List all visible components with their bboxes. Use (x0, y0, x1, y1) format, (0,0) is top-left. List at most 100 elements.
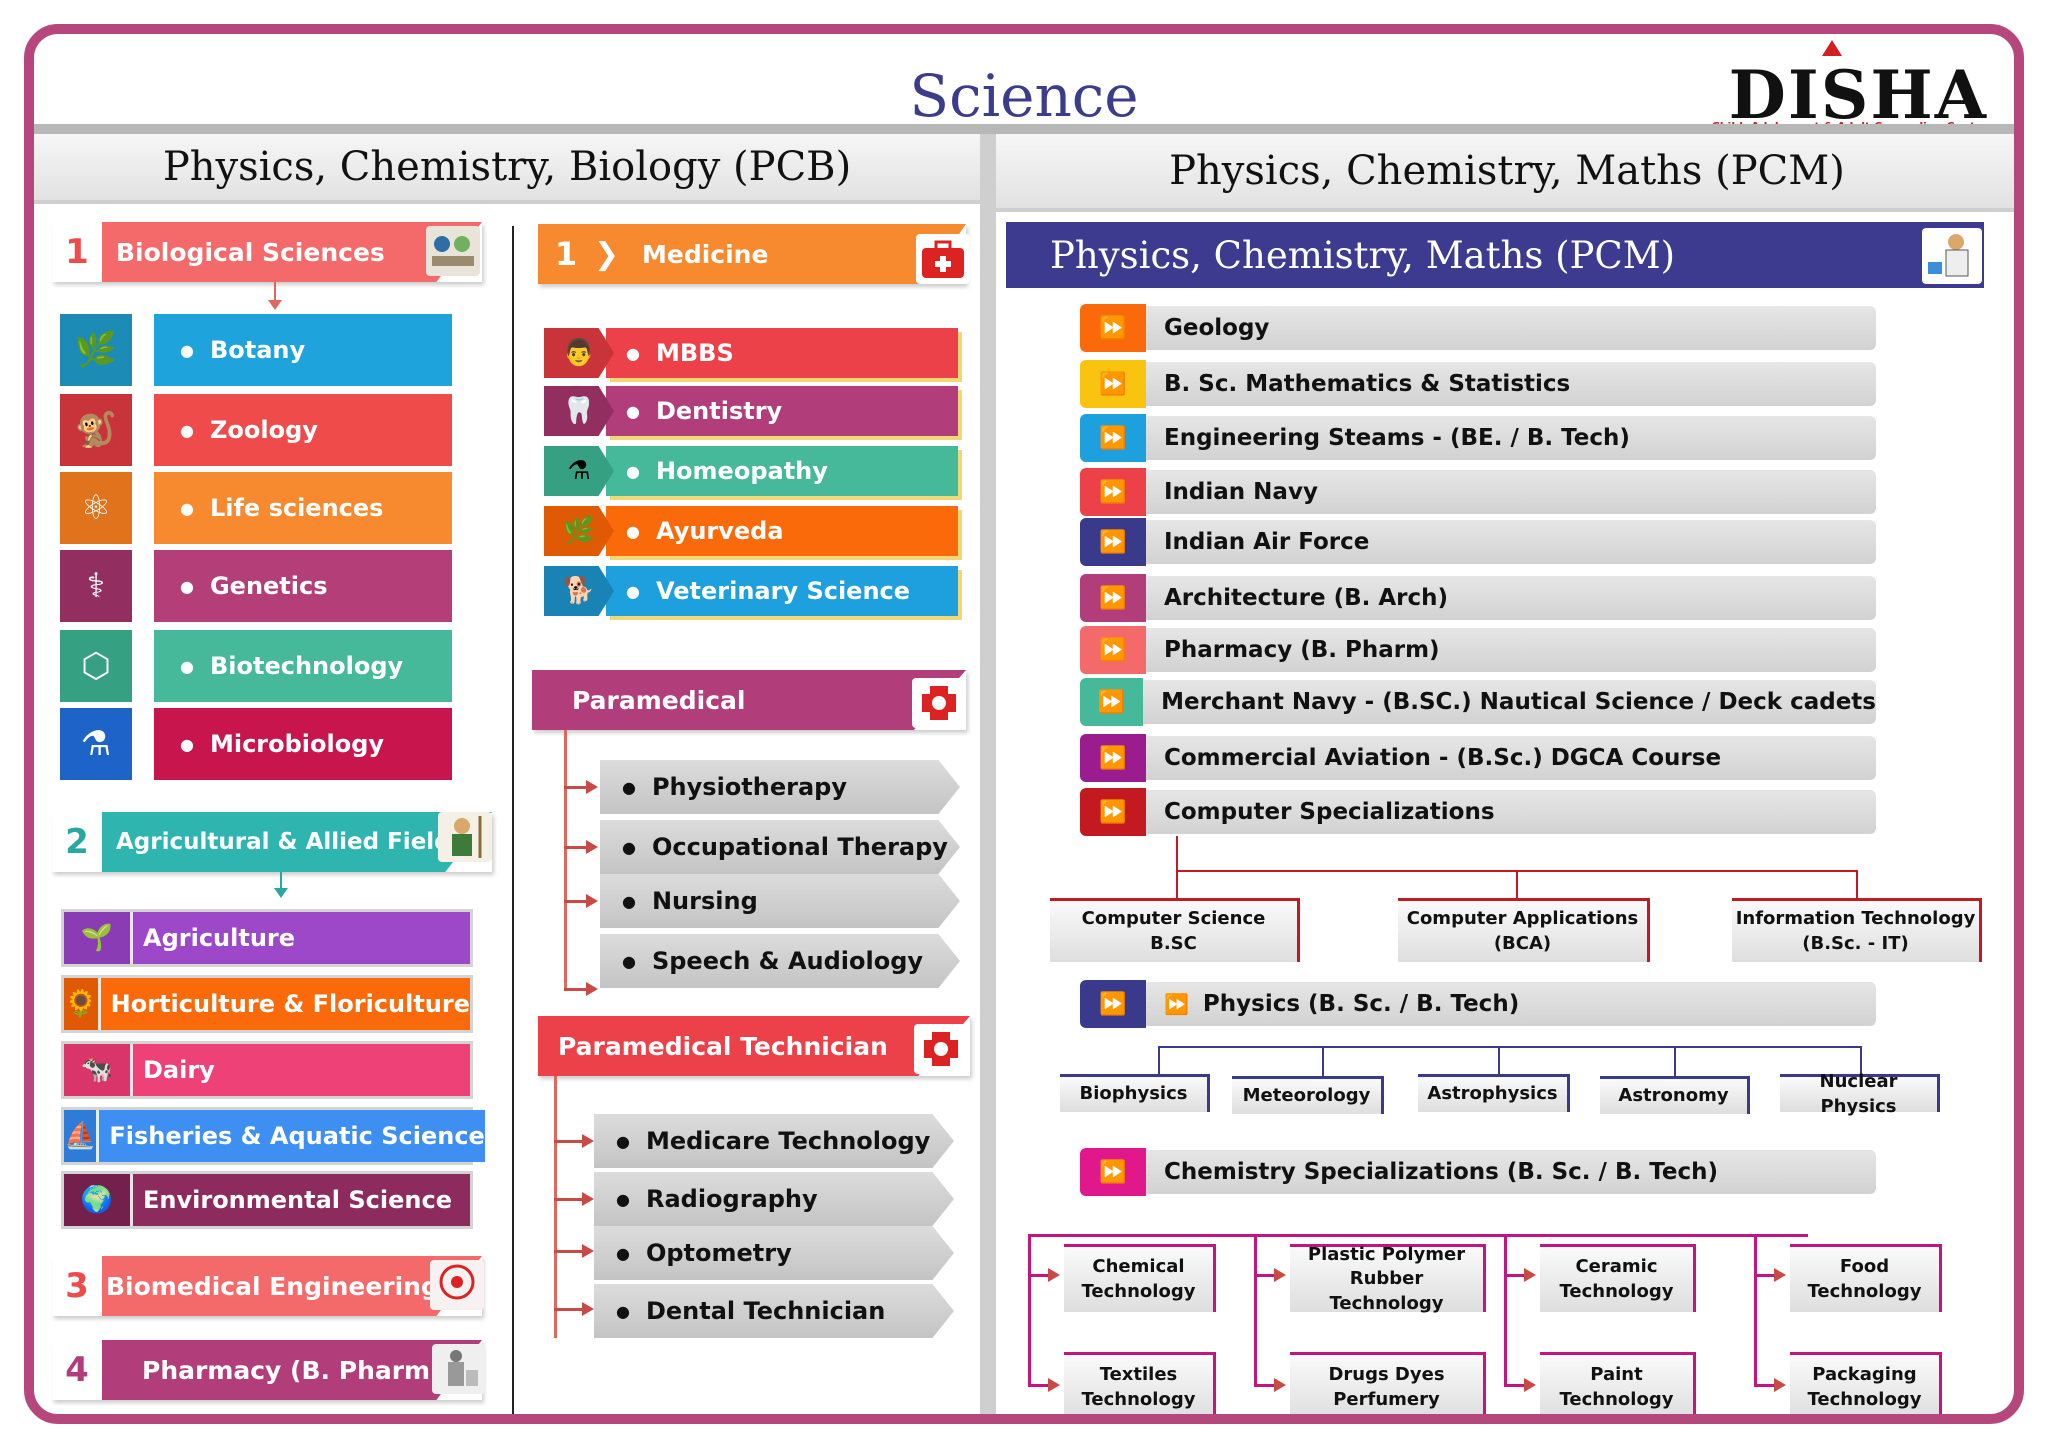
ceramic-technology-box[interactable]: Ceramic Technology (1540, 1244, 1696, 1312)
plastic-polymer-box[interactable]: Plastic Polymer Rubber Technology (1290, 1244, 1486, 1314)
item-label: Geology (1146, 306, 1876, 350)
tree-connector (1028, 1234, 1808, 1237)
pharmacy-header[interactable]: 4 Pharmacy (B. Pharm) (52, 1340, 482, 1400)
item-label: Indian Air Force (1146, 520, 1876, 564)
list-item-microbiology[interactable]: ⚗ Microbiology (60, 708, 452, 780)
list-item-veterinary-science[interactable]: 🐕 Veterinary Science (544, 566, 958, 616)
tree-connector (1504, 1234, 1507, 1386)
astronomy-box[interactable]: Astronomy (1600, 1076, 1750, 1114)
tree-connector (1860, 1046, 1862, 1074)
molecule-icon: ⬡ (60, 630, 132, 702)
list-item-environmental-science[interactable]: 🌍 Environmental Science (64, 1174, 470, 1226)
list-item-computer-specializations[interactable]: ⏩ Computer Specializations (1080, 788, 1876, 836)
arrow-right-icon (564, 780, 598, 794)
list-item-ayurveda[interactable]: 🌿 Ayurveda (544, 506, 958, 556)
box-line-2: (BCA) (1493, 932, 1552, 954)
section-label: Agricultural & Allied Field (102, 812, 492, 872)
list-item-nursing[interactable]: Nursing (600, 874, 960, 928)
item-label: B. Sc. Mathematics & Statistics (1146, 362, 1876, 406)
packaging-technology-box[interactable]: Packaging Technology (1790, 1352, 1942, 1414)
mortar-icon: ⚗ (544, 446, 614, 496)
item-label: Physics (B. Sc. / B. Tech) (1202, 991, 1520, 1017)
physics-header[interactable]: ⏩ ⏩ Physics (B. Sc. / B. Tech) (1080, 980, 1876, 1028)
box-line-1: Ceramic (1575, 1256, 1658, 1278)
list-item-architecture[interactable]: ⏩ Architecture (B. Arch) (1080, 574, 1876, 622)
tree-connector (1516, 870, 1518, 898)
header-divider (34, 124, 2014, 134)
section-label: Medicine (618, 224, 966, 284)
fast-forward-icon: ⏩ (1164, 992, 1189, 1016)
list-item-commercial-aviation[interactable]: ⏩ Commercial Aviation - (B.Sc.) DGCA Cou… (1080, 734, 1876, 782)
box-line-1: Drugs Dyes (1328, 1364, 1445, 1386)
list-item-dentistry[interactable]: 🦷 Dentistry (544, 386, 958, 436)
drugs-dyes-box[interactable]: Drugs Dyes Perfumery (1290, 1352, 1486, 1414)
list-item-biotechnology[interactable]: ⬡ Biotechnology (60, 630, 452, 702)
fast-forward-icon: ⏩ (1080, 304, 1146, 352)
meteorology-box[interactable]: Meteorology (1232, 1076, 1384, 1114)
item-label: Biotechnology (154, 630, 452, 702)
section-label: Paramedical Technician (538, 1016, 970, 1076)
box-line-2: Technology (1807, 1388, 1922, 1410)
list-item-dairy[interactable]: 🐄 Dairy (64, 1044, 470, 1096)
computer-science-box[interactable]: Computer Science B.SC (1050, 898, 1300, 962)
column-divider (980, 134, 996, 1414)
list-item-geology[interactable]: ⏩ Geology (1080, 304, 1876, 352)
list-item-horticulture[interactable]: 🌻 Horticulture & Floriculture (64, 978, 470, 1030)
list-item-occupational-therapy[interactable]: Occupational Therapy (600, 820, 960, 874)
chemical-technology-box[interactable]: Chemical Technology (1064, 1244, 1216, 1312)
list-item-radiography[interactable]: Radiography (594, 1172, 954, 1226)
list-item-mathematics-statistics[interactable]: ⏩ B. Sc. Mathematics & Statistics (1080, 360, 1876, 408)
list-item-merchant-navy[interactable]: ⏩ Merchant Navy - (B.SC.) Nautical Scien… (1080, 678, 1876, 726)
molecules-icon: ⚛ (60, 472, 132, 544)
computer-applications-box[interactable]: Computer Applications (BCA) (1398, 898, 1650, 962)
textiles-technology-box[interactable]: Textiles Technology (1064, 1352, 1216, 1414)
list-item-indian-air-force[interactable]: ⏩ Indian Air Force (1080, 518, 1876, 566)
biophysics-box[interactable]: Biophysics (1060, 1074, 1210, 1112)
list-item-speech-audiology[interactable]: Speech & Audiology (600, 934, 960, 988)
nuclear-physics-box[interactable]: Nuclear Physics (1780, 1071, 1940, 1117)
section-number: 3 (52, 1256, 102, 1316)
food-technology-box[interactable]: Food Technology (1790, 1244, 1942, 1312)
pcb-heading: Physics, Chemistry, Biology (PCB) (34, 134, 980, 204)
arrow-right-icon (1028, 1268, 1060, 1282)
list-item-indian-navy[interactable]: ⏩ Indian Navy (1080, 468, 1876, 516)
globe-icon: 🌍 (64, 1174, 130, 1226)
biomedical-header[interactable]: 3 Biomedical Engineering (52, 1256, 482, 1316)
vet-icon: 🐕 (544, 566, 614, 616)
list-item-medicare-technology[interactable]: Medicare Technology (594, 1114, 954, 1168)
fast-forward-icon: ⏩ (1080, 980, 1146, 1028)
astrophysics-box[interactable]: Astrophysics (1418, 1074, 1570, 1112)
fast-forward-icon: ⏩ (1080, 574, 1146, 622)
arrow-right-icon (1504, 1378, 1536, 1392)
list-item-pharmacy[interactable]: ⏩ Pharmacy (B. Pharm) (1080, 626, 1876, 674)
list-item-dental-technician[interactable]: Dental Technician (594, 1284, 954, 1338)
chemistry-header[interactable]: ⏩ Chemistry Specializations (B. Sc. / B.… (1080, 1148, 1876, 1196)
paint-technology-box[interactable]: Paint Technology (1540, 1352, 1696, 1414)
information-technology-box[interactable]: Information Technology (B.Sc. - IT) (1732, 898, 1982, 962)
fast-forward-icon: ⏩ (1080, 518, 1146, 566)
tree-connector (1674, 1046, 1676, 1076)
physics-label-row: ⏩ Physics (B. Sc. / B. Tech) (1146, 982, 1876, 1026)
item-label: Agriculture (130, 912, 470, 964)
list-item-homeopathy[interactable]: ⚗ Homeopathy (544, 446, 958, 496)
list-item-zoology[interactable]: 🐒 Zoology (60, 394, 452, 466)
list-item-life-sciences[interactable]: ⚛ Life sciences (60, 472, 452, 544)
list-item-engineering[interactable]: ⏩ Engineering Steams - (BE. / B. Tech) (1080, 414, 1876, 462)
arrow-connector (274, 282, 276, 304)
list-item-agriculture[interactable]: 🌱 Agriculture (64, 912, 470, 964)
list-item-fisheries[interactable]: ⛵ Fisheries & Aquatic Science (64, 1110, 485, 1162)
logo-triangle-icon (1822, 40, 1842, 56)
list-item-mbbs[interactable]: 👨 MBBS (544, 328, 958, 378)
fast-forward-icon: ⏩ (1080, 734, 1146, 782)
section-number: 2 (52, 812, 102, 872)
biological-sciences-header: 1 Biological Sciences (52, 222, 482, 282)
pcm-banner: Physics, Chemistry, Maths (PCM) (1006, 222, 1984, 288)
doctor-icon: 👨 (544, 328, 614, 378)
list-item-physiotherapy[interactable]: Physiotherapy (600, 760, 960, 814)
flask-icon: ⚗ (60, 708, 132, 780)
list-item-optometry[interactable]: Optometry (594, 1226, 954, 1280)
list-item-genetics[interactable]: ⚕ Genetics (60, 550, 452, 622)
tree-connector (1176, 836, 1178, 870)
list-item-botany[interactable]: 🌿 Botany (60, 314, 452, 386)
pcm-heading: Physics, Chemistry, Maths (PCM) (996, 134, 2014, 212)
